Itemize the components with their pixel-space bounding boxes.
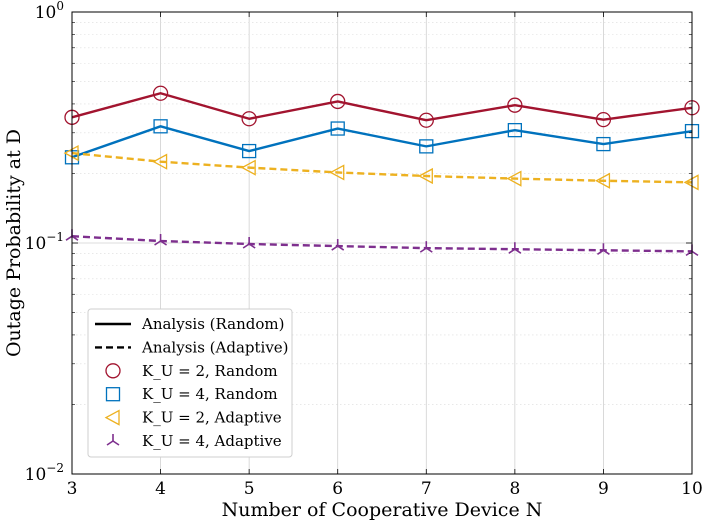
series-line bbox=[71, 125, 693, 159]
data-point bbox=[154, 234, 168, 246]
data-point bbox=[240, 159, 256, 176]
x-axis-label: Number of Cooperative Device N bbox=[222, 499, 543, 521]
data-point bbox=[596, 243, 610, 255]
x-tick-label: 10 bbox=[681, 479, 703, 499]
y-tick-label: 10−1 bbox=[25, 230, 64, 254]
x-tick-label: 8 bbox=[509, 479, 520, 499]
data-point bbox=[152, 153, 168, 170]
legend-label: Analysis (Adaptive) bbox=[141, 338, 289, 356]
data-point bbox=[417, 167, 433, 185]
legend-box bbox=[87, 308, 293, 458]
legend-marker bbox=[106, 434, 120, 446]
x-tick-label: 4 bbox=[155, 479, 166, 499]
data-point bbox=[507, 97, 523, 113]
legend-item: K_U = 2, Random bbox=[105, 362, 278, 380]
data-point bbox=[330, 121, 345, 136]
data-point bbox=[419, 139, 434, 154]
y-tick-label: 10−2 bbox=[25, 461, 64, 485]
data-point bbox=[507, 122, 523, 138]
data-point bbox=[595, 172, 611, 189]
grid bbox=[71, 12, 693, 474]
data-point bbox=[241, 143, 257, 159]
legend-label: K_U = 4, Random bbox=[142, 385, 278, 403]
legend-marker bbox=[104, 409, 120, 426]
legend-label: K_U = 4, Adaptive bbox=[142, 432, 282, 450]
legend-item: Analysis (Random) bbox=[95, 315, 284, 333]
legend: Analysis (Random) Analysis (Adaptive) K_U … bbox=[87, 308, 293, 458]
data-point bbox=[331, 239, 345, 251]
x-tick-label: 7 bbox=[421, 479, 432, 499]
x-tick-label: 5 bbox=[244, 479, 255, 499]
data-point bbox=[595, 111, 612, 128]
legend-item: K_U = 2, Adaptive bbox=[104, 409, 282, 427]
legend-label: K_U = 2, Adaptive bbox=[142, 409, 282, 427]
series-line bbox=[71, 92, 693, 122]
data-point bbox=[242, 237, 256, 249]
series-layer bbox=[63, 85, 700, 257]
data-point bbox=[506, 170, 522, 187]
data-point bbox=[419, 241, 433, 253]
series-line bbox=[71, 151, 693, 184]
legend-item: Analysis (Adaptive) bbox=[95, 338, 289, 356]
y-tick-label: 100 bbox=[35, 0, 64, 23]
legend-item: K_U = 4, Random bbox=[105, 385, 278, 403]
x-tick-label: 9 bbox=[598, 479, 609, 499]
y-axis-label: Outage Probability at D bbox=[3, 129, 25, 357]
data-point bbox=[329, 164, 345, 181]
data-point bbox=[418, 112, 434, 128]
legend-marker bbox=[105, 363, 121, 379]
data-point bbox=[508, 242, 522, 254]
legend-label: K_U = 2, Random bbox=[142, 362, 278, 380]
x-tick-label: 3 bbox=[67, 479, 78, 499]
data-point bbox=[153, 119, 168, 134]
x-tick-label: 6 bbox=[332, 479, 343, 499]
data-point bbox=[596, 136, 611, 152]
data-point bbox=[152, 85, 169, 101]
ticks: 3 4 5 6 7 8 9 10 10−2 10−1 100 bbox=[25, 0, 703, 499]
data-point bbox=[241, 111, 257, 127]
data-point bbox=[330, 93, 346, 110]
series-line bbox=[71, 235, 693, 253]
legend-marker bbox=[105, 387, 121, 402]
legend-label: Analysis (Random) bbox=[141, 315, 284, 333]
legend-item: K_U = 4, Adaptive bbox=[106, 432, 282, 450]
